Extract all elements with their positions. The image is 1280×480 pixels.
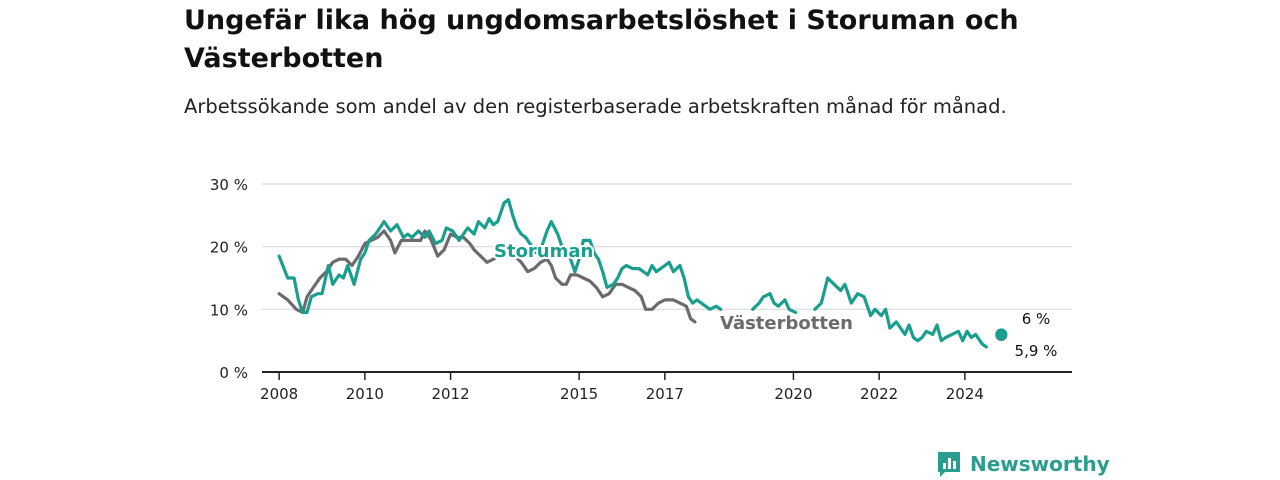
x-tick-label: 2024 — [946, 385, 984, 403]
brand-name: Newsworthy — [970, 452, 1110, 476]
series-lines — [277, 198, 1008, 349]
y-tick-label: 30 % — [210, 176, 248, 194]
x-tick-label: 2008 — [260, 385, 298, 403]
y-axis-ticks: 0 % 10 % 20 % 30 % — [210, 176, 248, 382]
x-axis-ticks: 2008 2010 2012 2015 2017 2020 2022 2024 — [260, 372, 984, 403]
series-line-storuman — [277, 198, 988, 349]
series-label-storuman: Storuman — [494, 241, 593, 262]
end-label-vasterbotten: 5,9 % — [1015, 342, 1058, 360]
series-labels: Storuman Västerbotten 6 % 5,9 % — [492, 239, 1058, 360]
chart-title: Ungefär lika hög ungdomsarbetslöshet i S… — [184, 5, 1019, 74]
series-label-vasterbotten: Västerbotten — [720, 313, 853, 334]
y-tick-label: 0 % — [219, 364, 248, 382]
newsworthy-logo-icon — [938, 452, 960, 477]
y-tick-label: 20 % — [210, 239, 248, 257]
x-tick-label: 2015 — [560, 385, 598, 403]
chart-subtitle: Arbetssökande som andel av den registerb… — [184, 95, 1007, 118]
end-label-storuman: 6 % — [1022, 310, 1051, 328]
x-tick-label: 2010 — [346, 385, 384, 403]
x-tick-label: 2012 — [431, 385, 469, 403]
brand-logo: Newsworthy — [936, 448, 1110, 480]
end-point-storuman — [995, 328, 1008, 341]
x-tick-label: 2020 — [774, 385, 812, 403]
x-tick-label: 2022 — [860, 385, 898, 403]
y-tick-label: 10 % — [210, 301, 248, 319]
gridlines — [262, 183, 1072, 373]
series-line-vasterbotten — [277, 229, 697, 324]
line-chart: 0 % 10 % 20 % 30 % 2008 2010 2012 2015 2017 2020… — [210, 176, 1072, 403]
x-tick-label: 2017 — [646, 385, 684, 403]
